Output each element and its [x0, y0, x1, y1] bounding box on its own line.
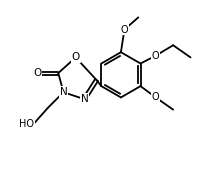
- Text: O: O: [33, 68, 42, 78]
- Text: N: N: [60, 87, 67, 97]
- Text: O: O: [120, 25, 128, 35]
- Text: O: O: [152, 92, 159, 102]
- Text: HO: HO: [19, 118, 34, 129]
- Text: O: O: [152, 51, 159, 61]
- Text: O: O: [71, 52, 80, 62]
- Text: N: N: [80, 94, 88, 104]
